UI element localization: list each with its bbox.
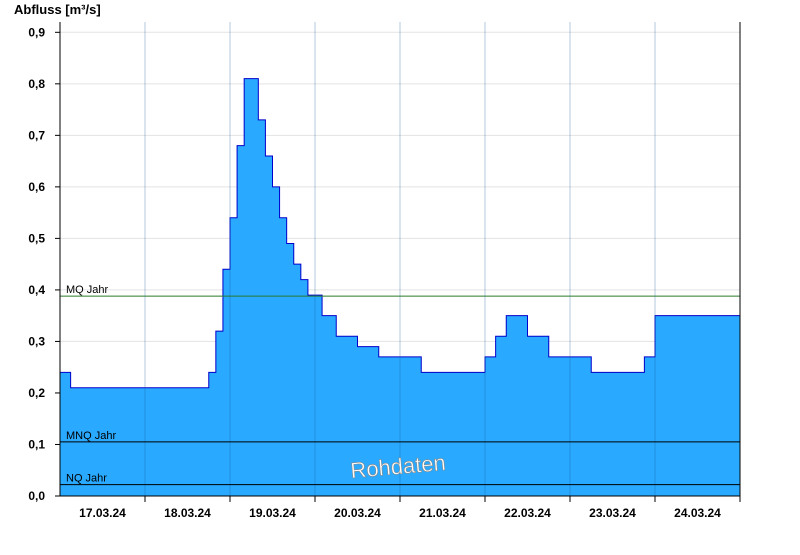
- y-tick-labels: 0,0 0,1 0,2 0,3 0,4 0,5 0,6 0,7 0,8 0,9: [28, 25, 45, 503]
- reference-line-label: MQ Jahr: [66, 284, 109, 296]
- x-tick-label: 18.03.24: [164, 506, 211, 520]
- y-tick-label: 0,6: [28, 180, 45, 194]
- y-tick-label: 0,2: [28, 386, 45, 400]
- x-tick-label: 24.03.24: [674, 506, 721, 520]
- vertical-gridlines: [144, 22, 656, 496]
- y-axis-title: Abfluss [m³/s]: [14, 2, 101, 17]
- x-tick-label: 21.03.24: [419, 506, 466, 520]
- x-tick-label: 23.03.24: [589, 506, 636, 520]
- x-tick-label: 19.03.24: [249, 506, 296, 520]
- y-tick-label: 0,0: [28, 489, 45, 503]
- y-tick-label: 0,8: [28, 77, 45, 91]
- y-tick-label: 0,4: [28, 283, 45, 297]
- x-tick-label: 17.03.24: [79, 506, 126, 520]
- reference-line-label: MNQ Jahr: [66, 430, 116, 442]
- reference-line-label: NQ Jahr: [66, 473, 107, 485]
- x-tick-labels: 17.03.24 18.03.24 19.03.24 20.03.24 21.03.24…: [79, 506, 721, 520]
- reference-lines: MQ Jahr MNQ Jahr NQ Jahr: [60, 284, 740, 486]
- y-tick-label: 0,9: [28, 25, 45, 39]
- x-tick-label: 22.03.24: [504, 506, 551, 520]
- axes: [55, 22, 741, 502]
- x-tick-label: 20.03.24: [334, 506, 381, 520]
- y-tick-label: 0,5: [28, 231, 45, 245]
- y-tick-label: 0,3: [28, 334, 45, 348]
- y-tick-label: 0,1: [28, 437, 45, 451]
- y-tick-label: 0,7: [28, 128, 45, 142]
